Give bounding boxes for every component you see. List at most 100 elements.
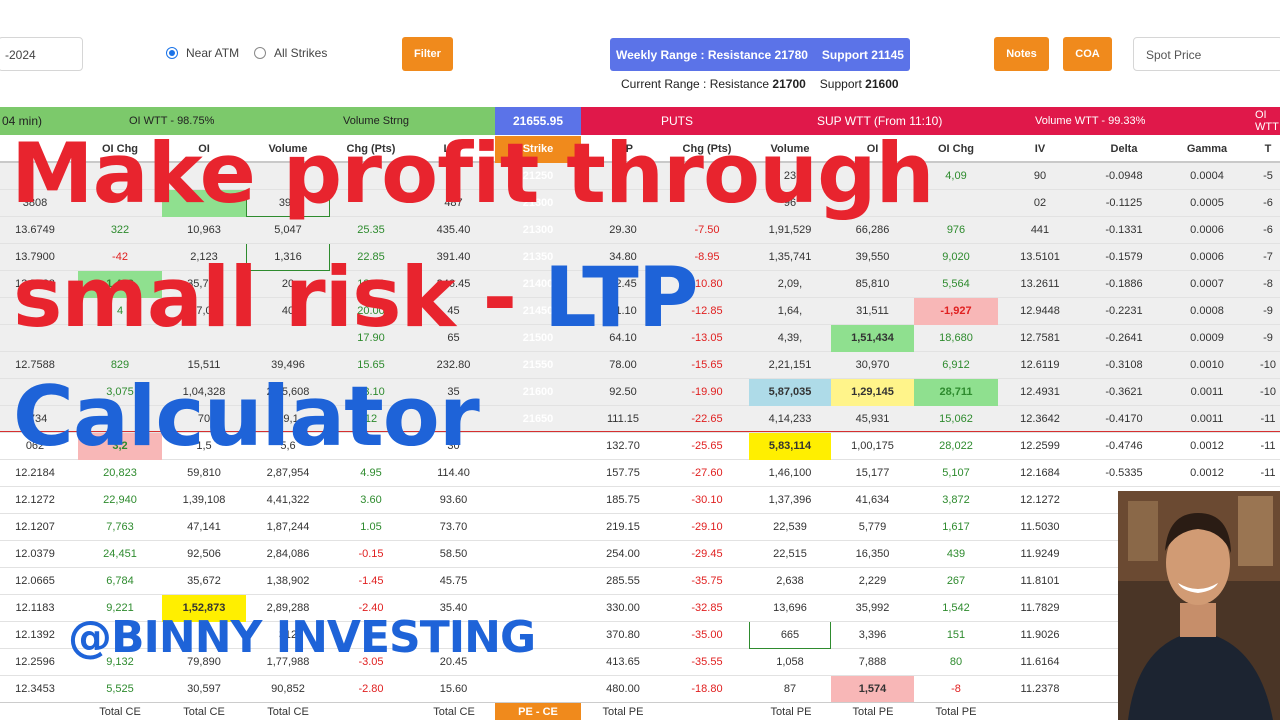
strike-cell: 21850 (522, 521, 554, 533)
cell-pltp: 51.10 (609, 305, 637, 317)
cell-pltp: 64.10 (609, 332, 637, 344)
table-row (0, 622, 1280, 649)
cell-pvol: 2,638 (776, 575, 804, 587)
cell-coi (162, 190, 246, 217)
expiry-date-field[interactable]: -2024 (0, 37, 83, 71)
cell-cltp: 20.45 (439, 656, 468, 668)
table-row (0, 649, 1280, 676)
spot-price-input[interactable]: Spot Price (1133, 37, 1280, 71)
cell-pdelta: -0.2641 (1105, 332, 1143, 344)
cell-poi: 66,286 (855, 224, 890, 236)
cell-cvol: 1,38,902 (266, 575, 310, 587)
cell-piv: 11.6164 (1020, 656, 1060, 668)
near-atm-radio[interactable]: Near ATM (166, 45, 239, 61)
current-range: Current Range : Resistance 21700 Support… (621, 77, 899, 91)
cell-pvol: 1,91,529 (768, 224, 812, 236)
cell-pchg: -19.90 (691, 386, 723, 398)
strike-cell: 22050 (522, 629, 554, 641)
put-col-header: IV (1034, 143, 1046, 155)
put-col-header: T (1264, 143, 1272, 155)
cell-cltp: 487 (444, 197, 463, 209)
cell-pltp: 254.00 (606, 548, 640, 560)
strike-cell: 21650 (522, 413, 554, 425)
cell-civ: 12.3453 (15, 683, 55, 695)
cell-pvol: 23 (783, 170, 797, 182)
cell-pvol: 22,539 (773, 521, 807, 533)
all-strikes-radio[interactable]: All Strikes (254, 45, 327, 61)
cell-pdelta: -0.1331 (1105, 224, 1143, 236)
cell-pt: -6 (1263, 224, 1273, 236)
cell-cltp: 15.60 (439, 683, 468, 695)
cell-pt: -10 (1260, 386, 1276, 398)
cell-poic: 1,542 (942, 602, 970, 614)
cell-piv: 12.4931 (1020, 386, 1060, 398)
coa-button[interactable]: COA (1063, 37, 1112, 71)
cell-pt: -11 (1260, 413, 1276, 425)
cell-pltp: 185.75 (606, 494, 640, 506)
calls-band (0, 107, 495, 135)
cell-civ: 12.1183 (15, 602, 55, 614)
cell-coic: 6,784 (106, 575, 134, 587)
cell-cvol: 39,496 (271, 359, 305, 371)
cell-cvol: 20 (281, 278, 295, 290)
cell-cltp: 435.40 (436, 224, 471, 236)
cell-cvol: 99,1 (277, 413, 299, 425)
table-row (0, 406, 1280, 433)
filter-button[interactable]: Filter (402, 37, 453, 71)
cell-cchg: -3.05 (358, 656, 384, 668)
strike-cell: 21300 (522, 224, 554, 236)
strike-cell: 21550 (522, 359, 554, 371)
atm-divider (0, 431, 1280, 432)
all-strikes-radio-dot[interactable] (254, 47, 266, 59)
cell-cvol: 1,316 (246, 244, 330, 271)
cell-pltp: 480.00 (606, 683, 640, 695)
overlay-line2-blue: LTP (543, 249, 699, 346)
cell-poic: 80 (949, 656, 963, 668)
cell-piv: 11.5030 (1020, 521, 1060, 533)
cell-cltp: 35 (447, 386, 460, 398)
cell-coic: 7,763 (106, 521, 134, 533)
strike-cell: 21500 (522, 332, 554, 344)
cell-poic: -1,927 (914, 298, 998, 325)
cell-piv: 12.1272 (1020, 494, 1060, 506)
strike-cell: 21300 (522, 197, 554, 209)
table-row (0, 379, 1280, 406)
cell-pdelta: -0.4746 (1105, 440, 1143, 452)
cell-piv: 13.5101 (1020, 251, 1060, 263)
puts-label: PUTS (661, 114, 694, 128)
sup-wtt: SUP WTT (From 11:10) (817, 114, 943, 128)
cell-poi: 1,00,175 (851, 440, 894, 452)
cell-pltp: 157.75 (606, 467, 640, 479)
cell-coi: 35,672 (187, 575, 221, 587)
puts-band (581, 107, 1280, 135)
cell-coi: 1,52,873 (162, 595, 246, 622)
cell-coic: 3,075 (106, 386, 134, 398)
cell-pltp: 29.30 (609, 224, 637, 236)
cell-cvol: 5,047 (274, 224, 302, 236)
table-row (0, 487, 1280, 514)
cell-civ: 13.6749 (15, 224, 55, 236)
notes-button[interactable]: Notes (994, 37, 1049, 71)
cell-civ: 12 (28, 386, 42, 398)
cell-poic: 151 (946, 629, 966, 641)
cell-pltp: 285.55 (606, 575, 640, 587)
cell-pltp: 42.45 (609, 278, 637, 290)
cell-poic: 267 (946, 575, 966, 587)
strike-cell: 21350 (522, 251, 554, 263)
cell-civ: 12.1207 (15, 521, 55, 533)
weekly-range-button[interactable]: Weekly Range : Resistance 21780 Support … (610, 38, 910, 71)
cell-pvol: 96 (783, 197, 797, 209)
cell-poi: 30,970 (855, 359, 890, 371)
strike-cell: 22100 (522, 656, 554, 668)
cell-piv: 12.2599 (1020, 440, 1060, 452)
cell-piv: 13.2611 (1020, 278, 1060, 290)
cell-pgamma: 0.0012 (1190, 467, 1224, 479)
cell-pchg: -22.65 (691, 413, 723, 425)
near-atm-radio-dot[interactable] (166, 47, 178, 59)
cell-pdelta: -0.1125 (1105, 197, 1143, 209)
cell-pt: -9 (1263, 332, 1273, 344)
cell-pchg: -35.55 (691, 656, 723, 668)
cell-pltp: 132.70 (606, 440, 640, 452)
cell-cvol: 5,6 (280, 440, 296, 452)
